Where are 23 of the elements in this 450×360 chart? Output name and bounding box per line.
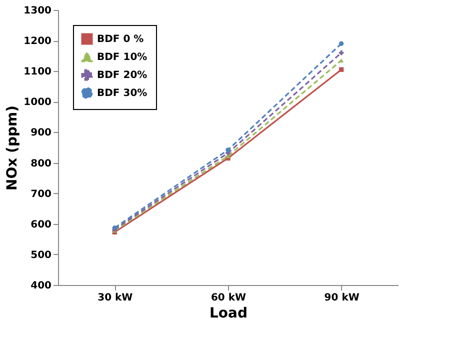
- x-tick-label: 30 kW: [98, 292, 133, 304]
- y-tick-label: 1100: [24, 66, 52, 78]
- y-tick-label: 1300: [24, 6, 52, 16]
- point: [338, 50, 344, 56]
- y-tick-label: 900: [30, 128, 52, 139]
- legend-label: BDF 10%: [97, 52, 148, 63]
- point: [338, 41, 344, 46]
- y-tick-label: 400: [30, 280, 52, 292]
- y-tick-label: 1200: [24, 36, 52, 48]
- x-axis-title: Load: [209, 306, 248, 322]
- x-tick-label: 60 kW: [210, 292, 246, 304]
- y-tick-label: 600: [30, 219, 52, 230]
- y-tick-label: 800: [30, 158, 52, 170]
- y-tick-label: 1000: [24, 97, 52, 108]
- y-tick-label: 700: [30, 188, 52, 200]
- point: [338, 67, 344, 72]
- x-tick-label: 90 kW: [324, 292, 360, 304]
- point: [226, 148, 230, 152]
- y-tick-label: 500: [30, 250, 52, 261]
- legend-label: BDF 30%: [97, 88, 148, 99]
- y-axis-title: NOx (ppm): [4, 106, 21, 190]
- legend-label: BDF 0 %: [97, 34, 144, 45]
- legend-label: BDF 20%: [97, 70, 148, 81]
